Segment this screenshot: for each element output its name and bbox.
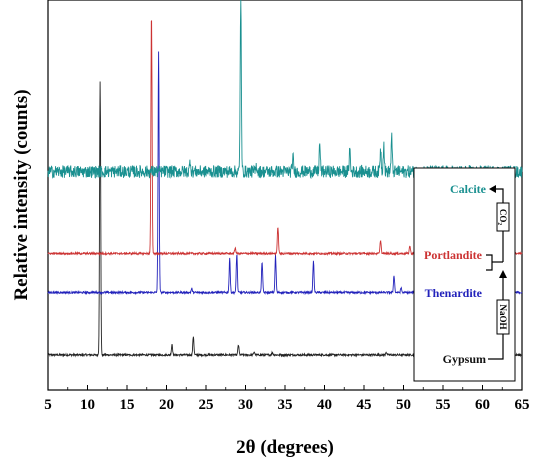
series-line-calcite <box>47 0 523 180</box>
x-tick-label: 15 <box>120 397 135 413</box>
x-tick-label: 5 <box>44 397 52 413</box>
x-tick-label: 60 <box>475 397 490 413</box>
x-tick-label: 45 <box>357 397 372 413</box>
reagent-label-co2: CO₂ <box>498 209 508 226</box>
legend-label-gypsum: Gypsum <box>443 352 486 366</box>
x-tick-label: 10 <box>80 397 95 413</box>
arrow-head-up-icon <box>499 270 507 278</box>
x-tick-label: 65 <box>515 397 530 413</box>
legend-box <box>413 167 516 382</box>
x-tick-label: 35 <box>278 397 293 413</box>
y-axis-title: Relative intensity (counts) <box>11 89 32 300</box>
x-axis-title: 2θ (degrees) <box>236 437 334 458</box>
arrow-head-left-icon <box>489 185 496 193</box>
x-tick-label: 25 <box>199 397 214 413</box>
x-tick-label: 50 <box>396 397 411 413</box>
x-tick-label: 30 <box>238 397 253 413</box>
inset-legend: Calcite Portlandite Thenardite Gypsum CO… <box>413 167 516 382</box>
legend-label-portlandite: Portlandite <box>424 248 483 262</box>
x-axis: 5 10 15 20 25 30 35 40 45 50 55 60 65 <box>44 385 530 413</box>
reagent-box-naoh <box>496 299 510 335</box>
legend-label-thenardite: Thenardite <box>425 286 483 300</box>
x-tick-label: 55 <box>436 397 451 413</box>
x-tick-label: 40 <box>317 397 332 413</box>
x-tick-label: 20 <box>159 397 174 413</box>
to-calcite-line <box>494 188 504 262</box>
legend-label-calcite: Calcite <box>450 182 487 196</box>
reagent-box-co2 <box>496 202 510 232</box>
reagent-label-naoh: NaOH <box>498 304 508 329</box>
